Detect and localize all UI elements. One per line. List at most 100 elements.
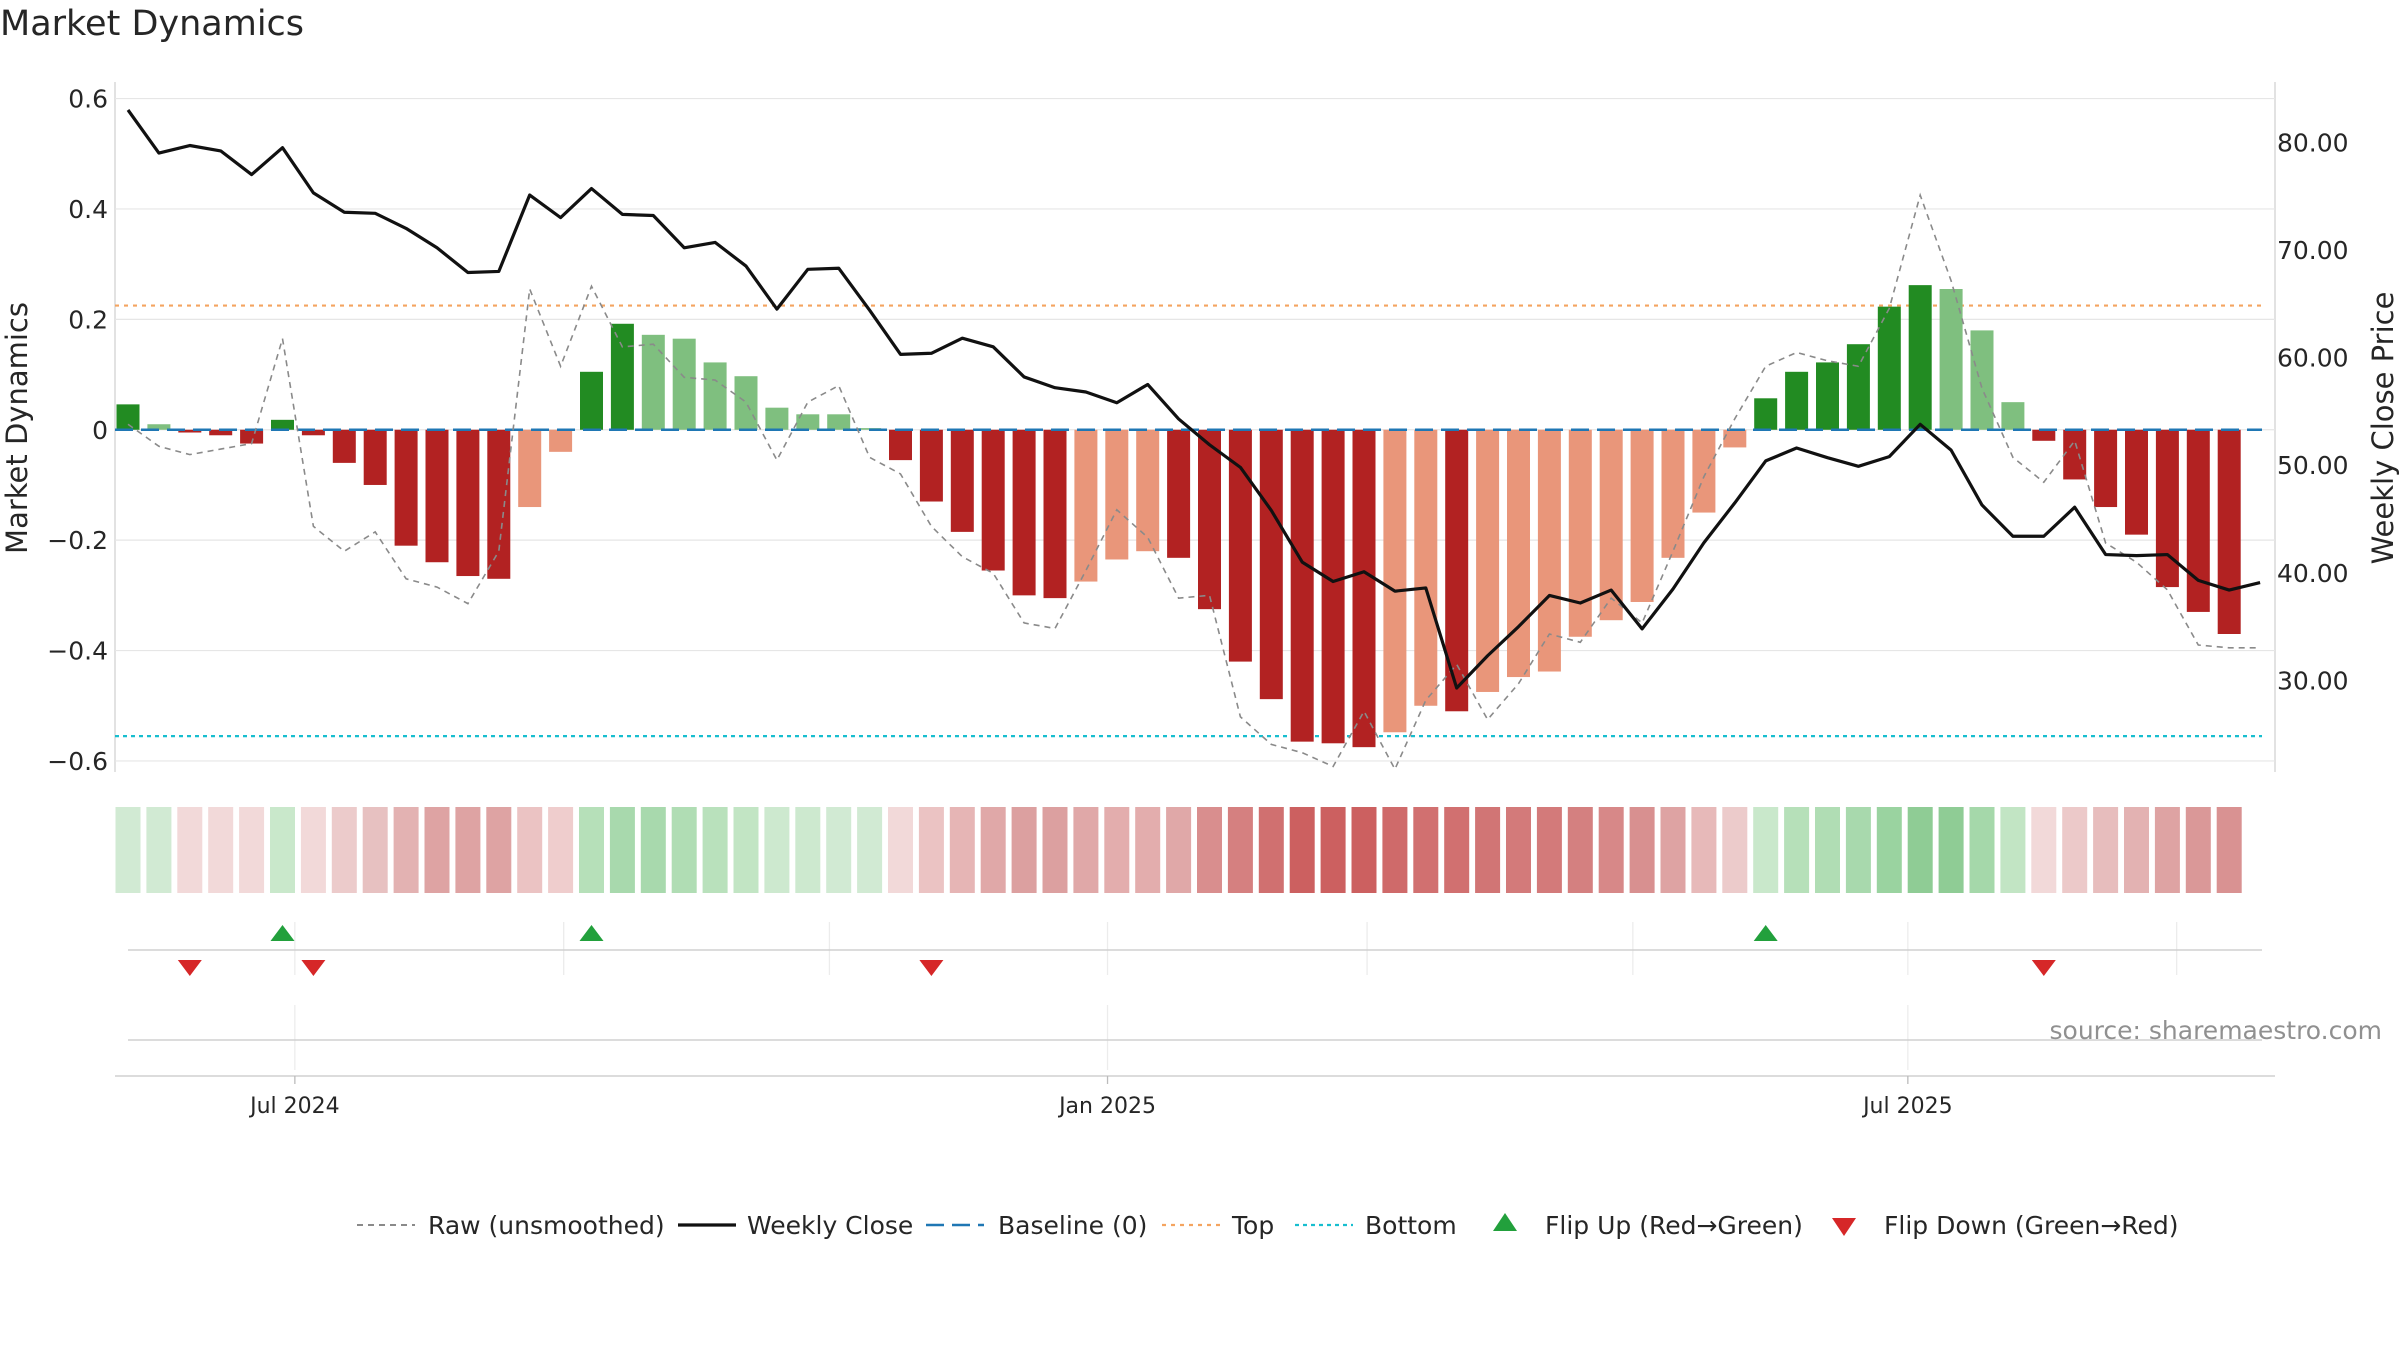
heat-cell	[1258, 807, 1284, 893]
dynamics-bar	[1754, 398, 1778, 430]
heat-cell	[1073, 807, 1099, 893]
source-label: source: sharemaestro.com	[2050, 1016, 2383, 1045]
legend-bottom-label: Bottom	[1365, 1211, 1457, 1240]
flip-down-marker	[2031, 960, 2056, 976]
heat-cell	[1104, 807, 1130, 893]
flip-panel-gridlines	[294, 922, 2178, 1070]
heat-cell	[2216, 807, 2242, 893]
dynamics-bar	[1476, 429, 1500, 692]
heat-cell	[1536, 807, 1562, 893]
heat-cell	[1876, 807, 1902, 893]
heat-cell	[548, 807, 574, 893]
dynamics-bar	[1785, 371, 1809, 430]
y-tick-label: −0.6	[47, 747, 108, 776]
legend-top-label: Top	[1231, 1211, 1274, 1240]
dynamics-bar	[2217, 429, 2241, 634]
heat-cell	[857, 807, 883, 893]
y-tick-label: 0.2	[68, 305, 108, 334]
heat-cell	[331, 807, 357, 893]
dynamics-bar	[1908, 285, 1932, 430]
dynamics-bar	[487, 429, 511, 579]
heat-cell	[1227, 807, 1253, 893]
heat-cell	[795, 807, 821, 893]
heat-cell	[393, 807, 419, 893]
dynamics-bar	[209, 429, 233, 436]
heat-cell	[208, 807, 234, 893]
y2-tick-label: 40.00	[2277, 559, 2349, 588]
dynamics-bar	[796, 414, 820, 430]
dynamics-bar	[1383, 429, 1407, 733]
heat-cell	[1413, 807, 1439, 893]
y-tick-label: −0.4	[47, 637, 108, 666]
dynamics-bar	[889, 429, 912, 461]
y-tick-label: 0.6	[68, 85, 108, 114]
legend-item-top: Top	[1162, 1211, 1274, 1240]
heat-cell	[702, 807, 728, 893]
heat-cell	[1042, 807, 1068, 893]
dynamics-bar	[1259, 429, 1283, 700]
dynamics-bar	[1970, 330, 1994, 430]
heat-cell	[1011, 807, 1037, 893]
dynamics-bar	[2155, 429, 2179, 588]
dynamics-bars	[116, 285, 2241, 748]
right-axis-title: Weekly Close Price	[2366, 292, 2400, 565]
dynamics-bar	[301, 429, 325, 436]
heat-cell	[1598, 807, 1624, 893]
flip-down-marker	[301, 960, 326, 976]
legend: Raw (unsmoothed) Weekly Close Baseline (…	[357, 1211, 2179, 1240]
y2-tick-label: 80.00	[2277, 128, 2349, 157]
heat-cell	[949, 807, 975, 893]
flip-down-marker	[177, 960, 202, 976]
dynamics-bar	[549, 429, 573, 452]
y2-tick-label: 50.00	[2277, 451, 2349, 480]
heat-cell	[1629, 807, 1655, 893]
heat-cell	[1351, 807, 1377, 893]
y2-tick-label: 30.00	[2277, 667, 2349, 696]
flip-up-marker	[270, 925, 295, 941]
left-axis-ticks: 0.6 0.4 0.2 0 −0.2 −0.4 −0.6	[47, 85, 108, 776]
heat-cell	[888, 807, 913, 893]
dynamics-bar	[1352, 429, 1376, 748]
dynamics-bar	[1630, 429, 1654, 602]
heat-cell	[980, 807, 1006, 893]
dynamics-bar	[363, 429, 387, 485]
y2-tick-label: 70.00	[2277, 236, 2349, 265]
legend-flip-down-label: Flip Down (Green→Red)	[1884, 1211, 2179, 1240]
dynamics-bar	[2094, 429, 2118, 508]
dynamics-bar	[271, 419, 294, 430]
right-axis-ticks: 80.00 70.00 60.00 50.00 40.00 30.00	[2277, 128, 2349, 695]
heat-cell	[146, 807, 172, 893]
dynamics-bar	[1846, 344, 1870, 430]
dynamics-bar	[1599, 429, 1623, 621]
dynamics-bar	[2125, 429, 2148, 535]
dynamics-bar	[1321, 429, 1345, 744]
dynamics-bar	[1507, 429, 1530, 678]
dynamics-bar	[641, 334, 665, 430]
dynamics-bar	[981, 429, 1005, 571]
legend-item-bottom: Bottom	[1295, 1211, 1457, 1240]
dynamics-bar	[2186, 429, 2210, 612]
dynamics-bar	[1692, 429, 1716, 513]
legend-item-baseline: Baseline (0)	[926, 1211, 1147, 1240]
dynamics-bar	[1537, 429, 1561, 672]
dynamics-bar	[394, 429, 418, 546]
heat-cell	[1197, 807, 1222, 893]
dynamics-bar	[1167, 429, 1191, 558]
heat-cell	[826, 807, 852, 893]
dynamics-bar	[1012, 429, 1036, 596]
heat-cell	[1506, 807, 1531, 893]
heat-cell	[2185, 807, 2211, 893]
dynamics-bar	[1414, 429, 1438, 706]
dynamics-bar	[1136, 429, 1160, 552]
dynamics-bar	[2001, 402, 2025, 430]
x-tick-label: Jul 2025	[1861, 1094, 1953, 1119]
heat-cell	[2093, 807, 2119, 893]
dynamics-bar	[1877, 306, 1901, 430]
heat-cell	[486, 807, 512, 893]
heat-cell	[270, 807, 295, 893]
dynamics-bar	[425, 429, 449, 563]
legend-item-raw: Raw (unsmoothed)	[357, 1211, 665, 1240]
page-title: Market Dynamics	[0, 4, 305, 44]
legend-flip-down-marker	[1832, 1218, 1856, 1236]
heat-cell	[1660, 807, 1686, 893]
